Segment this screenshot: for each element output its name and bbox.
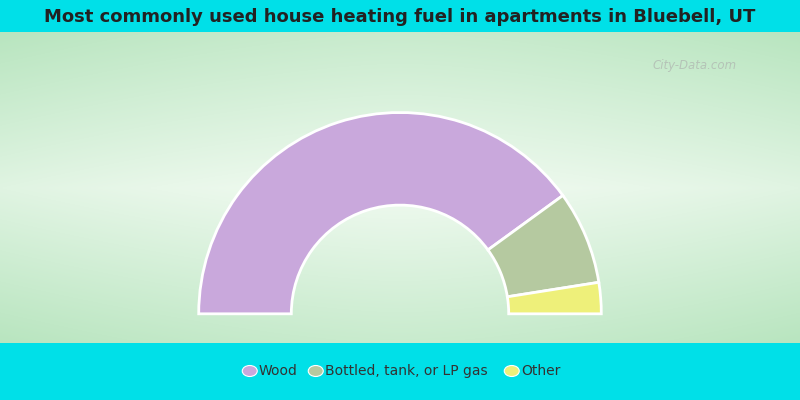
Ellipse shape [308,366,323,376]
Text: Bottled, tank, or LP gas: Bottled, tank, or LP gas [325,364,487,378]
Ellipse shape [504,366,519,376]
Wedge shape [507,282,602,314]
Text: Most commonly used house heating fuel in apartments in Bluebell, UT: Most commonly used house heating fuel in… [44,8,756,26]
Text: Wood: Wood [258,364,298,378]
Text: City-Data.com: City-Data.com [653,58,737,72]
Wedge shape [198,112,563,314]
Wedge shape [488,196,599,297]
Text: Other: Other [521,364,560,378]
Ellipse shape [242,366,258,376]
